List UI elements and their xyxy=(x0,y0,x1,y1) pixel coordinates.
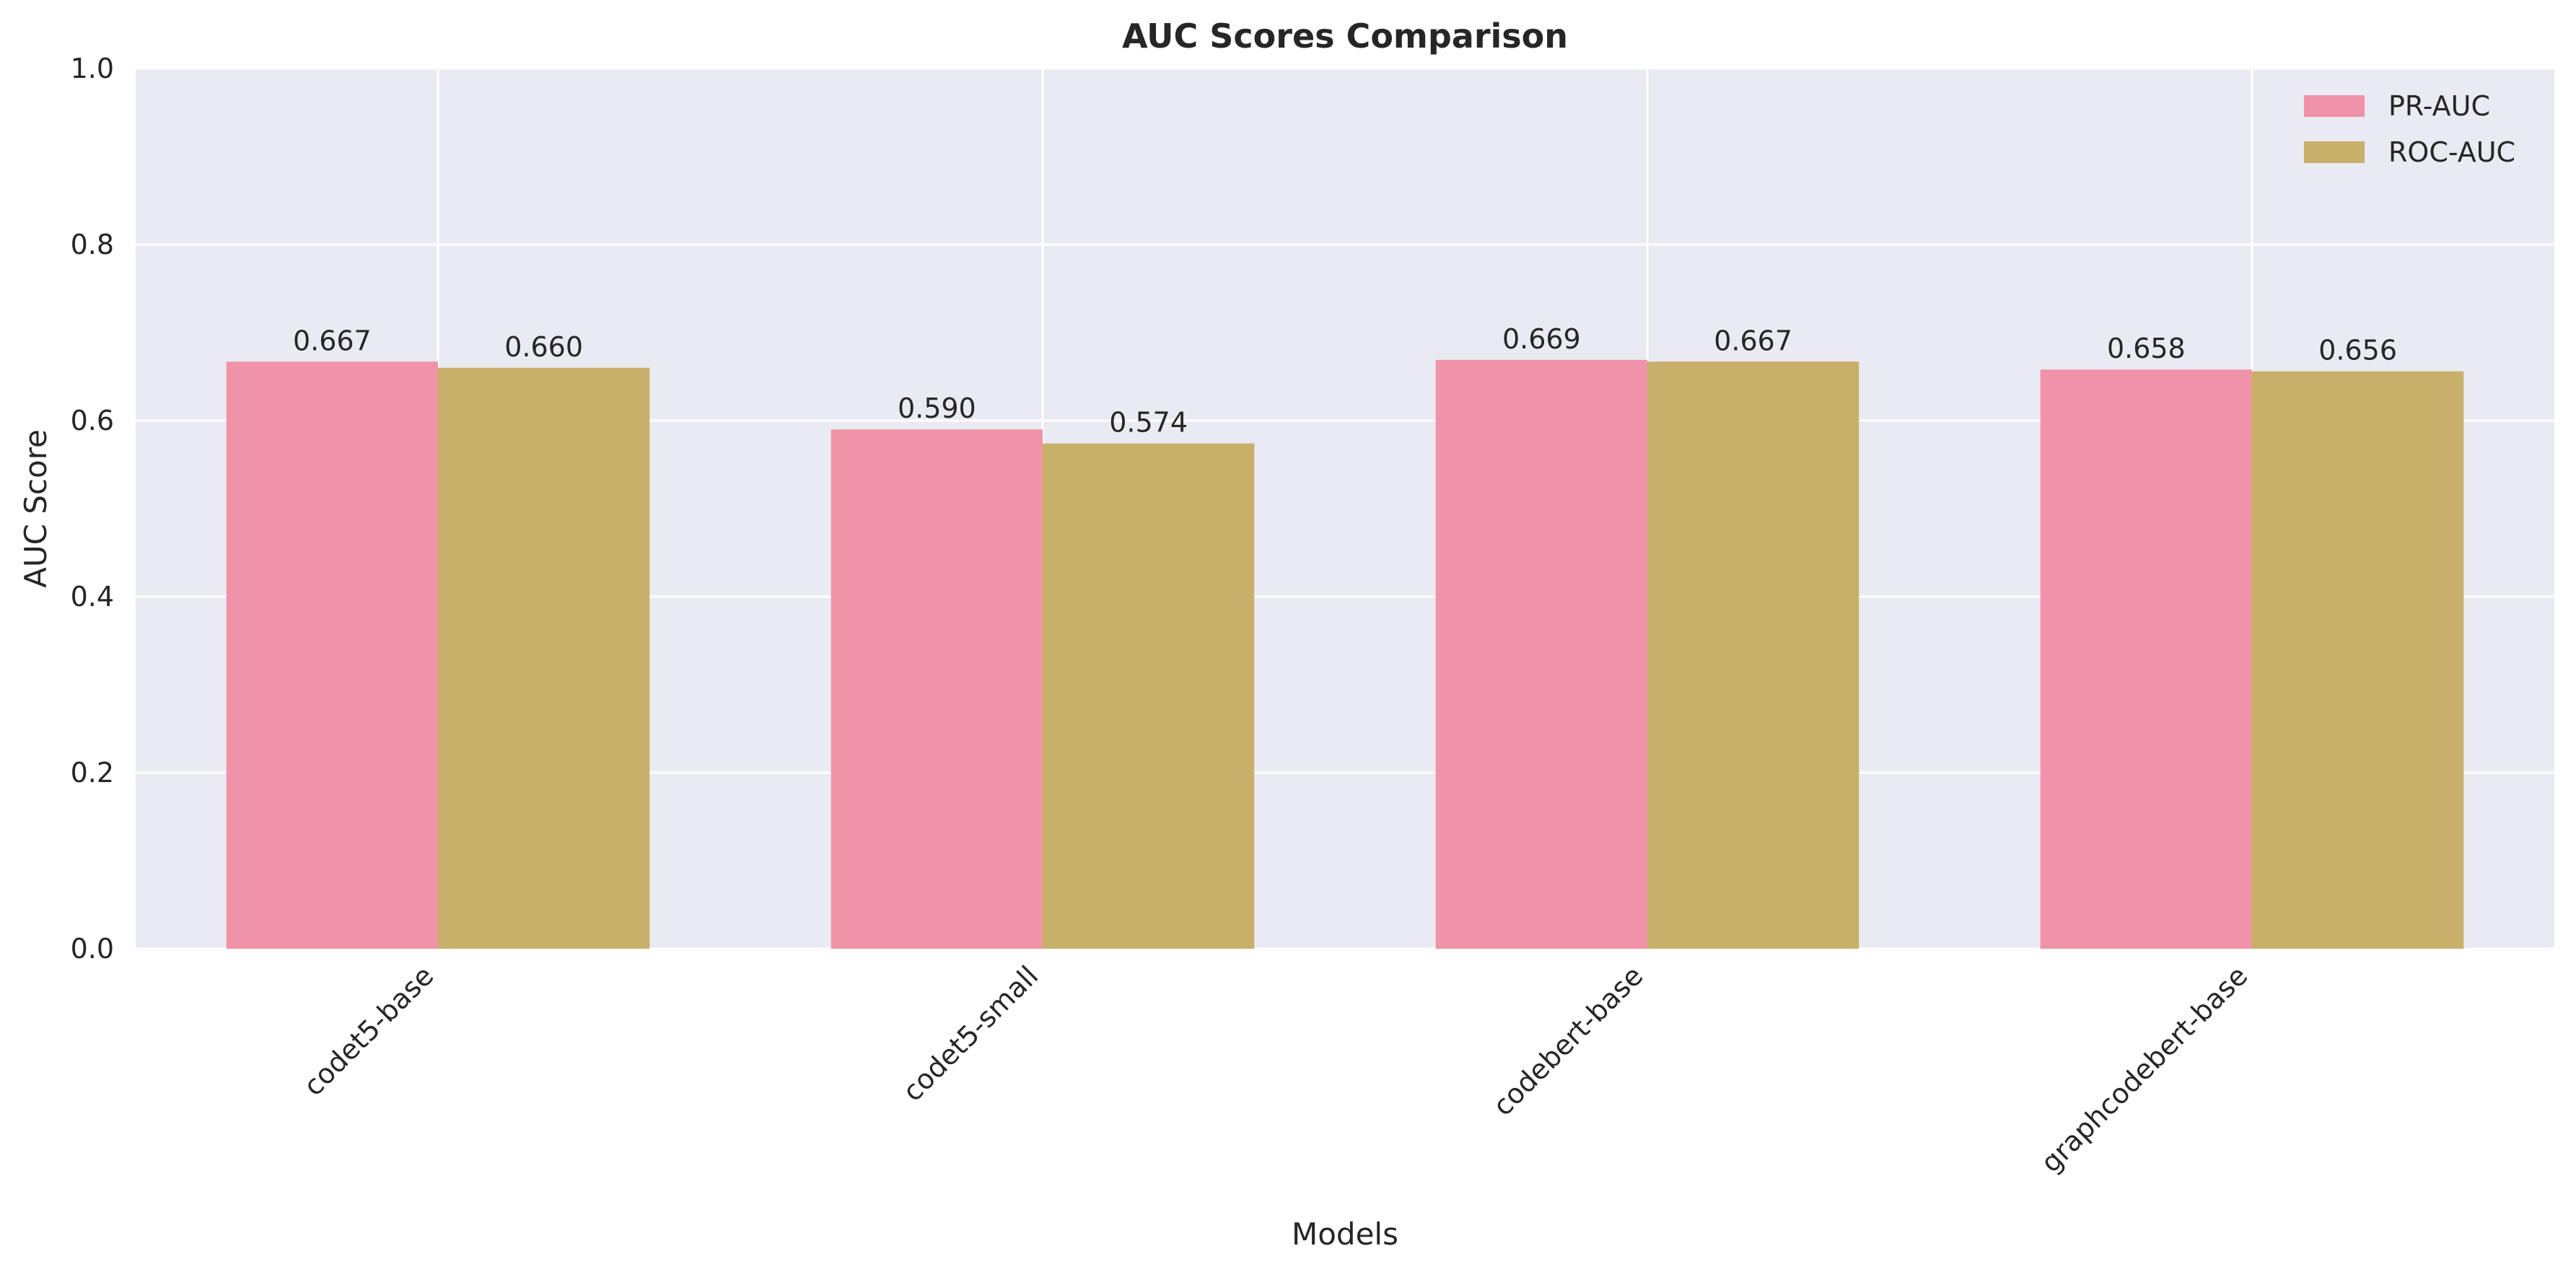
x-axis-ticks: codet5-base codet5-small codebert-base grap… xyxy=(297,960,2253,1178)
legend-label: PR-AUC xyxy=(2388,90,2490,122)
y-tick-label: 0.8 xyxy=(71,229,114,260)
y-tick-label: 0.6 xyxy=(71,405,114,436)
data-label: 0.658 xyxy=(2107,333,2186,364)
bar-roc-auc-codet5-small xyxy=(1043,443,1255,949)
bar-roc-auc-codebert-base xyxy=(1647,361,1859,949)
y-tick-label: 0.2 xyxy=(71,757,114,789)
y-tick-label: 1.0 xyxy=(71,53,114,84)
bar-roc-auc-graphcodebert-base xyxy=(2252,371,2464,949)
chart-title: AUC Scores Comparison xyxy=(1122,17,1568,56)
legend: PR-AUC ROC-AUC xyxy=(2304,90,2515,168)
y-axis-label: AUC Score xyxy=(18,429,53,588)
x-tick-label: codet5-small xyxy=(897,960,1045,1107)
data-label: 0.590 xyxy=(898,392,976,424)
data-label: 0.669 xyxy=(1502,323,1581,355)
bars xyxy=(226,359,2464,949)
x-tick-label: graphcodebert-base xyxy=(2035,960,2253,1178)
legend-swatch xyxy=(2304,141,2365,163)
data-label: 0.660 xyxy=(504,331,583,363)
legend-label: ROC-AUC xyxy=(2388,136,2515,168)
y-tick-label: 0.0 xyxy=(71,933,114,965)
data-label: 0.667 xyxy=(293,325,372,356)
data-label: 0.656 xyxy=(2318,335,2397,367)
y-tick-label: 0.4 xyxy=(71,581,114,613)
x-tick-label: codet5-base xyxy=(297,960,439,1102)
bar-pr-auc-codet5-base xyxy=(226,361,438,949)
bar-roc-auc-codet5-base xyxy=(438,367,650,949)
y-axis-ticks: 0.0 0.2 0.4 0.6 0.8 1.0 xyxy=(71,53,114,965)
x-tick-label: codebert-base xyxy=(1487,960,1650,1122)
legend-swatch xyxy=(2304,95,2365,117)
bar-pr-auc-codet5-small xyxy=(831,429,1043,949)
data-label: 0.574 xyxy=(1109,407,1188,439)
x-axis-label: Models xyxy=(1292,1216,1398,1252)
bar-pr-auc-graphcodebert-base xyxy=(2040,369,2252,949)
data-label: 0.667 xyxy=(1714,325,1792,356)
data-labels: 0.667 0.590 0.669 0.658 0.660 0.574 0.667 0.656 xyxy=(293,323,2397,439)
bar-pr-auc-codebert-base xyxy=(1435,359,1647,949)
